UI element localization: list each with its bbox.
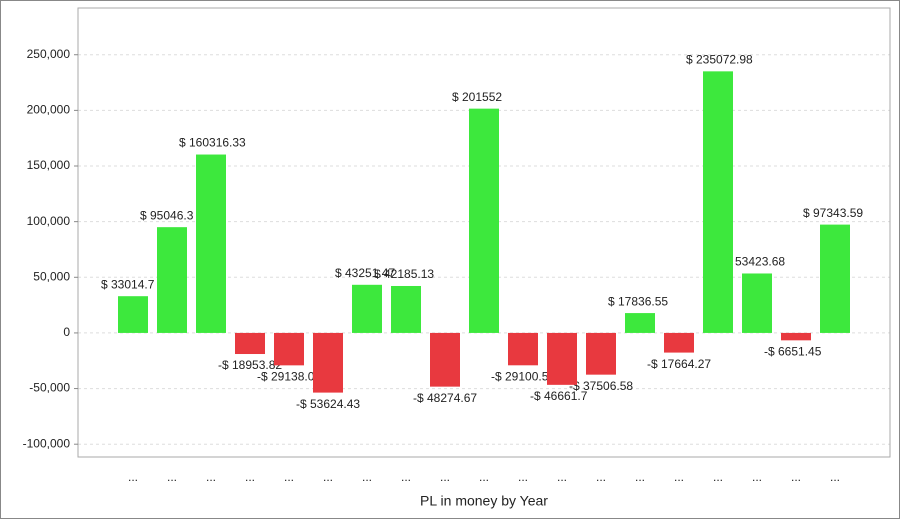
bar [352,284,382,333]
value-label: $ 201552 [452,90,502,104]
bar [664,332,694,353]
value-label: -$ 17664.27 [647,357,711,371]
value-label: -$ 37506.58 [569,379,633,393]
value-label: $ 42185.13 [374,267,434,281]
bar [313,332,343,393]
x-tick-label: ... [206,470,216,484]
bar [118,296,148,333]
value-label: -$ 53624.43 [296,397,360,411]
value-label: $ 17836.55 [608,294,668,308]
value-label: -$ 18953.82 [218,358,282,372]
x-tick-label: ... [401,470,411,484]
x-tick-label: ... [440,470,450,484]
x-tick-label: ... [713,470,723,484]
bar [781,332,811,341]
bar [703,71,733,333]
plot-border [77,7,891,458]
value-label: $ 95046.3 [140,208,194,222]
x-tick-label: ... [557,470,567,484]
bar [742,273,772,333]
x-tick-label: ... [596,470,606,484]
bar [508,332,538,366]
value-label: $ 33014.7 [101,277,155,291]
x-tick-label: ... [791,470,801,484]
x-tick-label: ... [128,470,138,484]
bar [469,108,499,333]
bar [391,285,421,333]
x-tick-label: ... [830,470,840,484]
x-tick-label: ... [167,470,177,484]
value-label: -$ 29100.5 [491,369,549,383]
x-tick-label: ... [752,470,762,484]
value-label: -$ 6651.45 [764,345,822,359]
value-label: $ 97343.59 [803,206,863,220]
y-tick-label: 250,000 [27,47,71,61]
value-label: -$ 29138.0 [257,370,315,384]
y-tick-label: 150,000 [27,158,71,172]
value-labels: $ 33014.7 $ 95046.3 $ 160316.33 -$ 18953.82… [101,53,863,411]
bar [430,332,460,387]
y-tick-label: 100,000 [27,214,71,228]
value-label: $ 235072.98 [686,53,753,67]
bar [586,332,616,375]
x-tick-label: ... [284,470,294,484]
value-label: -$ 48274.67 [413,391,477,405]
bar [157,227,187,333]
bar [625,313,655,333]
bar [820,224,850,333]
y-tick-label: 0 [63,325,70,339]
value-label: $ 53423.68 [725,255,785,269]
value-label: -$ 46661.7 [530,389,588,403]
bar [235,332,265,355]
x-tick-label: ... [518,470,528,484]
x-tick-label: ... [674,470,684,484]
value-label: $ 160316.33 [179,136,246,150]
bar [196,154,226,333]
x-tick-label: ... [479,470,489,484]
x-tick-label: ... [245,470,255,484]
y-tick-label: 200,000 [27,103,71,117]
x-tick-label: ... [635,470,645,484]
x-tick-label: ... [362,470,372,484]
x-axis-title: PL in money by Year [420,493,548,509]
x-tick-label: ... [323,470,333,484]
y-tick-label: -100,000 [23,436,71,450]
bar [274,332,304,366]
bar [547,332,577,385]
y-tick-label: 50,000 [33,269,70,283]
value-label: $ 43251.47 [335,266,395,280]
y-tick-label: -50,000 [29,381,70,395]
bars [118,71,850,393]
